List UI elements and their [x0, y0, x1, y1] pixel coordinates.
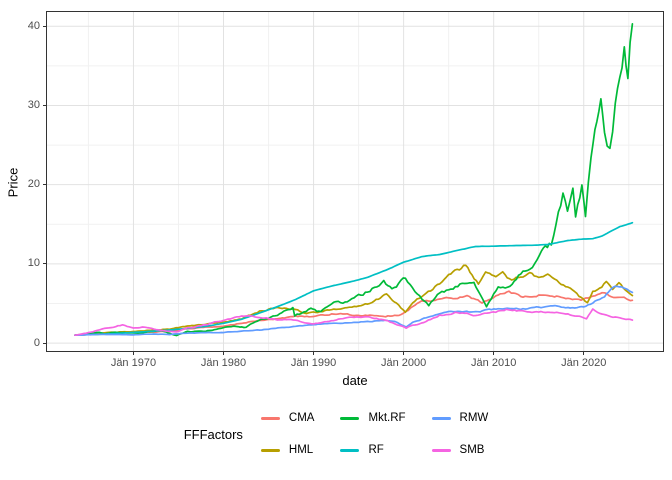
x-tick-label: Jän 1980: [200, 357, 247, 369]
legend-key-line-RF: [340, 448, 360, 452]
legend-item-SMB: SMB: [431, 439, 489, 461]
y-tick-mark: [43, 25, 46, 27]
x-tick-label: Jän 1990: [290, 357, 337, 369]
y-tick-label: 30: [27, 98, 40, 111]
y-tick-mark: [43, 342, 46, 344]
x-tick-mark: [493, 352, 495, 355]
x-tick-label: Jän 1970: [110, 357, 157, 369]
x-tick-label: Jän 2020: [561, 357, 607, 369]
x-tick-mark: [583, 352, 585, 355]
y-tick-label: 40: [27, 19, 40, 32]
series-line-HML: [74, 264, 634, 337]
series-line-RMW: [74, 285, 634, 337]
plot-canvas: [47, 12, 663, 351]
x-axis-title: date: [342, 373, 368, 388]
x-tick-mark: [223, 352, 224, 355]
y-tick-mark: [43, 104, 46, 106]
legend-item-CMA: CMA: [260, 407, 315, 429]
x-tick-label: Jän 2000: [380, 357, 427, 369]
legend-item-RMW: RMW: [431, 407, 489, 429]
x-tick-mark: [403, 352, 405, 355]
x-tick-mark: [313, 352, 315, 355]
series-line-SMB: [74, 308, 634, 337]
y-tick-label: 10: [27, 257, 40, 270]
y-axis-title: Price: [5, 167, 21, 198]
legend-label: Mkt.RF: [368, 412, 406, 424]
legend-label: CMA: [288, 412, 315, 424]
legend: FFFactors CMA HML Mkt.RF RF RMW SMB: [0, 407, 672, 461]
x-tick-label: Jän 2010: [471, 357, 517, 369]
y-tick-label: 0: [33, 336, 40, 349]
legend-label: SMB: [459, 444, 485, 456]
x-tick-mark: [132, 352, 134, 355]
legend-label: RF: [368, 444, 384, 456]
legend-item-HML: HML: [260, 439, 315, 461]
legend-item-Mkt.RF: Mkt.RF: [340, 407, 406, 429]
legend-key-line-CMA: [260, 416, 280, 420]
legend-key-line-Mkt.RF: [340, 416, 360, 420]
series-line-Mkt.RF: [74, 23, 634, 337]
y-tick-label: 20: [27, 178, 40, 191]
legend-key-line-RMW: [431, 416, 451, 420]
plot-panel: [46, 11, 664, 352]
legend-key-line-HML: [260, 448, 280, 452]
legend-title: FFFactors: [183, 426, 243, 442]
series-line-RF: [74, 221, 634, 337]
legend-items: CMA HML Mkt.RF RF RMW SMB: [260, 407, 489, 461]
legend-item-RF: RF: [340, 439, 405, 461]
legend-label: HML: [288, 444, 314, 456]
y-tick-mark: [43, 184, 46, 186]
y-tick-mark: [43, 263, 46, 265]
legend-key-line-SMB: [431, 448, 451, 452]
legend-label: RMW: [459, 412, 489, 424]
